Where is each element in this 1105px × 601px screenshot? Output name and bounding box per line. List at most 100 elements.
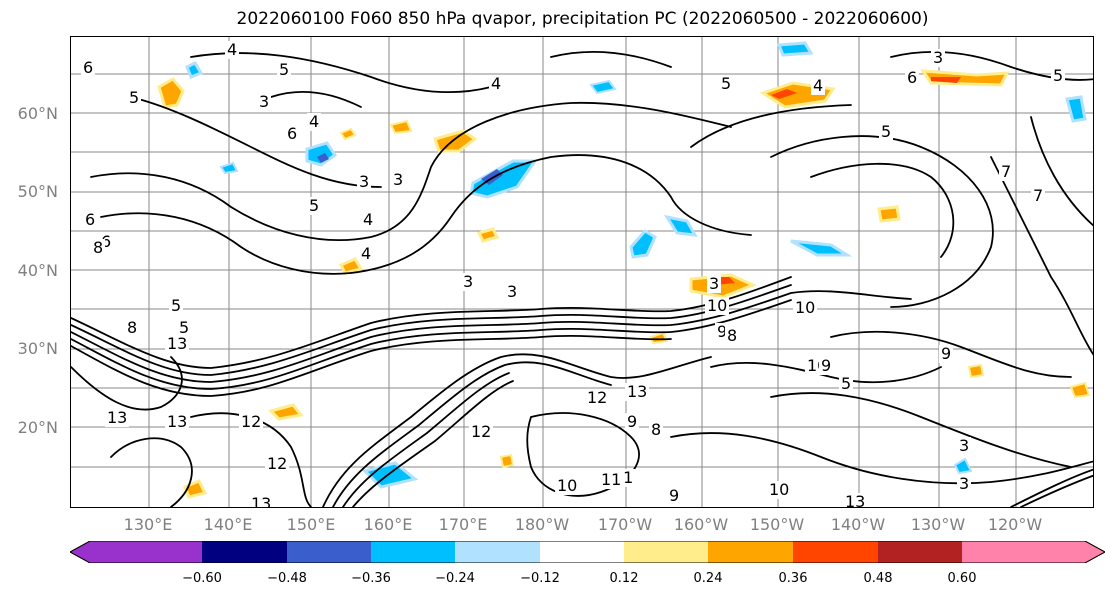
precipitation-shading xyxy=(157,41,1091,499)
lon-tick-label: 140°W xyxy=(830,515,886,534)
lon-tick-label: 130°E xyxy=(123,515,173,534)
contour-label: 5 xyxy=(179,318,189,337)
contour-label: 12 xyxy=(241,412,261,431)
lat-tick-label: 30°N xyxy=(17,339,58,358)
colorbar-segment xyxy=(878,541,962,563)
contour-label: 5 xyxy=(881,122,891,141)
contour-label: 9 xyxy=(941,344,951,363)
contour-label: 10 xyxy=(557,476,577,495)
colorbar-segment xyxy=(455,541,540,563)
contour-label: 5 xyxy=(309,196,319,215)
lon-tick-label: 170°W xyxy=(597,515,653,534)
contour-label: 6 xyxy=(83,58,93,77)
colorbar-label: −0.36 xyxy=(351,571,391,586)
contour-label: 3 xyxy=(959,474,969,493)
contour-label: 5 xyxy=(129,88,139,107)
colorbar xyxy=(70,541,1105,563)
colorbar-segment xyxy=(371,541,455,563)
contour-label: 7 xyxy=(1001,162,1011,181)
colorbar-label: 0.48 xyxy=(863,571,893,586)
contour-label: 5 xyxy=(721,74,731,93)
colorbar-segment xyxy=(624,541,708,563)
contour-label: 3 xyxy=(393,170,403,189)
contour-label: 7 xyxy=(1033,186,1043,205)
contour-label: 13 xyxy=(627,382,647,401)
contour-label: 3 xyxy=(959,436,969,455)
contour-label: 6 xyxy=(85,210,95,229)
lon-tick-label: 130°W xyxy=(910,515,966,534)
contour-label: 12 xyxy=(587,388,607,407)
contour-label: 3 xyxy=(359,172,369,191)
lon-tick-label: 150°W xyxy=(749,515,805,534)
contour-label: 9 xyxy=(821,356,831,375)
contour-label: 8 xyxy=(727,326,737,345)
contour-label: 9 xyxy=(669,486,679,505)
contour-label: 5 xyxy=(171,296,181,315)
contour-label: 3 xyxy=(933,48,943,67)
contour-label: 11 xyxy=(601,470,621,489)
lon-tick-label: 170°E xyxy=(438,515,488,534)
colorbar-segment xyxy=(202,541,287,563)
colorbar-segment xyxy=(962,541,1105,563)
contour-label: 5 xyxy=(841,374,851,393)
contour-label: 12 xyxy=(471,422,491,441)
contour-label: 4 xyxy=(361,244,371,263)
contour-label: 4 xyxy=(363,210,373,229)
lat-tick-label: 20°N xyxy=(17,418,58,437)
contour-label: 5 xyxy=(279,60,289,79)
map-panel: 6 5 4 3 5 6 4 3 4 3 5 6 4 3 6 5 4 7 5 6 8 8 5 3 4 3 5 10 9 8 10 9 5 3 13 13… xyxy=(70,36,1094,508)
contour-label: 9 xyxy=(627,412,637,431)
contour-label: 8 xyxy=(93,238,103,257)
colorbar-label: −0.60 xyxy=(182,571,222,586)
contour-label: 13 xyxy=(167,334,187,353)
contour-label: 4 xyxy=(491,74,501,93)
colorbar-segment xyxy=(70,541,202,563)
contour-label: 6 xyxy=(101,232,111,251)
contour-label: 13 xyxy=(167,412,187,431)
contour-label: 3 xyxy=(709,274,719,293)
lon-tick-label: 140°E xyxy=(203,515,253,534)
contour-label: 4 xyxy=(227,40,237,59)
colorbar-segment xyxy=(540,541,624,563)
colorbar-label: 0.36 xyxy=(778,571,808,586)
contour-label: 3 xyxy=(463,272,473,291)
colorbar-segment xyxy=(708,541,793,563)
lon-tick-label: 150°E xyxy=(286,515,336,534)
contour-label: 4 xyxy=(813,76,823,95)
lat-tick-label: 60°N xyxy=(17,104,58,123)
lon-tick-label: 160°W xyxy=(673,515,729,534)
contour-label: 13 xyxy=(845,492,865,508)
lon-tick-label: 120°W xyxy=(987,515,1043,534)
contour-label: 10 xyxy=(795,298,815,317)
contour-label: 10 xyxy=(707,296,727,315)
contour-label: 10 xyxy=(769,480,789,499)
contour-label: 13 xyxy=(107,408,127,427)
contour-label: 12 xyxy=(267,454,287,473)
contour-label: 9 xyxy=(717,322,727,341)
colorbar-label: −0.12 xyxy=(520,571,560,586)
contour-label: 8 xyxy=(651,420,661,439)
colorbar-segment xyxy=(287,541,371,563)
lat-tick-label: 50°N xyxy=(17,182,58,201)
colorbar-label: 0.12 xyxy=(609,571,639,586)
contour-label: 5 xyxy=(1053,66,1063,85)
contour-label: 8 xyxy=(127,318,137,337)
lat-tick-label: 40°N xyxy=(17,261,58,280)
colorbar-label: 0.60 xyxy=(947,571,977,586)
lon-tick-label: 160°E xyxy=(363,515,413,534)
contour-label: 13 xyxy=(251,494,271,508)
map-title: 2022060100 F060 850 hPa qvapor, precipit… xyxy=(236,9,929,29)
colorbar-label: 0.24 xyxy=(693,571,723,586)
contour-label: 4 xyxy=(309,112,319,131)
contour-label: 6 xyxy=(907,68,917,87)
colorbar-label: −0.48 xyxy=(267,571,307,586)
contour-label: 3 xyxy=(507,282,517,301)
contour-label: 6 xyxy=(287,124,297,143)
qvapor-contours xyxy=(71,50,1093,507)
colorbar-segment xyxy=(793,541,878,563)
graticule xyxy=(71,37,1093,507)
colorbar-label: −0.24 xyxy=(435,571,475,586)
contour-label: 3 xyxy=(259,92,269,111)
